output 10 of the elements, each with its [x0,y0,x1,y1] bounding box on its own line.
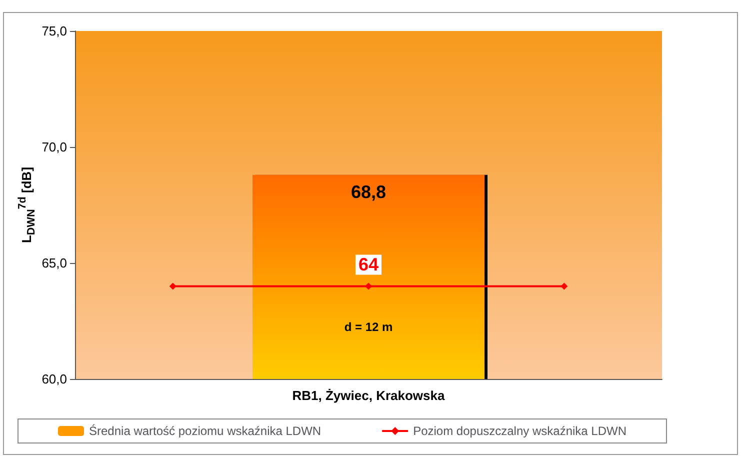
y-tick-label: 65,0 [42,256,67,270]
data-label: 64 [358,254,379,275]
x-tick-label: RB1, Żywiec, Krakowska [292,388,446,403]
data-label: 68,8 [350,182,386,202]
y-tick-label: 75,0 [42,24,67,38]
annotation: d = 12 m [344,320,393,334]
y-tick-label: 70,0 [42,140,67,154]
legend-label: Poziom dopuszczalny wskaźnika LDWN [413,424,627,438]
legend-label: Średnia wartość poziomu wskaźnika LDWN [89,424,322,438]
y-tick-label: 60,0 [42,372,67,386]
